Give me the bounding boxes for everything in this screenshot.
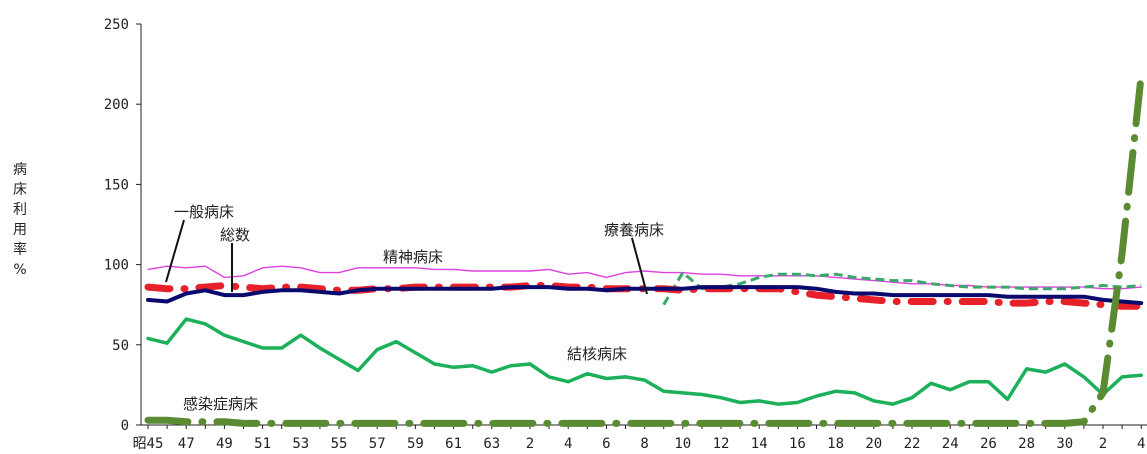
x-tick-label: 57 bbox=[369, 436, 386, 452]
series-label-ippan: 一般病床 bbox=[174, 203, 234, 221]
y-tick-label: 250 bbox=[104, 17, 129, 33]
y-tick-label: 200 bbox=[104, 97, 129, 113]
y-tick-label: 50 bbox=[112, 338, 129, 354]
x-tick-label: 28 bbox=[1018, 436, 1035, 452]
y-tick-label: 100 bbox=[104, 258, 129, 274]
annotations: 一般病床 総数 精神病床 療養病床 結核病床 感染症病床 bbox=[165, 203, 664, 413]
x-tick-label: 51 bbox=[254, 436, 271, 452]
x-tick-label: 12 bbox=[713, 436, 730, 452]
y-axis-label-char: 床 bbox=[13, 182, 27, 198]
y-tick-label: 0 bbox=[121, 418, 129, 434]
x-tick-label: 4 bbox=[564, 436, 572, 452]
x-tick-label: 2 bbox=[526, 436, 534, 452]
x-tick-label: 2 bbox=[1099, 436, 1107, 452]
x-tick-label: 14 bbox=[751, 436, 768, 452]
x-tick-label: 4 bbox=[1137, 436, 1145, 452]
y-axis-label-char: 病 bbox=[13, 162, 27, 178]
x-tick-label: 59 bbox=[407, 436, 424, 452]
x-tick-label: 49 bbox=[216, 436, 233, 452]
x-tick-label: 18 bbox=[827, 436, 844, 452]
series-label-kekkaku: 結核病床 bbox=[567, 345, 627, 363]
ippan-leader-line bbox=[165, 219, 185, 283]
x-tick-label: 30 bbox=[1056, 436, 1073, 452]
series-line bbox=[144, 71, 1145, 427]
x-tick-label: 昭45 bbox=[133, 436, 164, 452]
series-label-kansen: 感染症病床 bbox=[183, 395, 258, 413]
series-layer bbox=[144, 71, 1145, 427]
y-axis-label-char: % bbox=[13, 262, 27, 278]
x-tick-label: 8 bbox=[640, 436, 648, 452]
y-axis-label-char: 利 bbox=[13, 202, 27, 218]
series-label-ryouyou: 療養病床 bbox=[604, 221, 664, 239]
x-tick-label: 6 bbox=[602, 436, 610, 452]
x-tick-label: 20 bbox=[865, 436, 882, 452]
series-line bbox=[146, 285, 1144, 306]
x-tick-label: 24 bbox=[942, 436, 959, 452]
x-tick-label: 26 bbox=[980, 436, 997, 452]
y-axis-label-char: 率 bbox=[13, 242, 27, 258]
y-tick-label: 150 bbox=[104, 177, 129, 193]
x-tick-label: 55 bbox=[331, 436, 348, 452]
x-tick-label: 16 bbox=[789, 436, 806, 452]
y-axis-label-char: 用 bbox=[13, 222, 27, 238]
series-label-sousuu: 総数 bbox=[220, 226, 250, 244]
series-line bbox=[146, 317, 1143, 406]
x-tick-label: 10 bbox=[674, 436, 691, 452]
x-tick-label: 53 bbox=[292, 436, 309, 452]
x-tick-label: 22 bbox=[904, 436, 921, 452]
series-line bbox=[662, 271, 1142, 306]
series-label-seishin: 精神病床 bbox=[383, 248, 443, 266]
x-tick-label: 47 bbox=[178, 436, 195, 452]
ryouyou-leader-line bbox=[631, 237, 648, 295]
y-axis-label: 病 床 利 用 率 % bbox=[10, 160, 30, 280]
x-tick-label: 63 bbox=[483, 436, 500, 452]
x-tick-label: 61 bbox=[445, 436, 462, 452]
